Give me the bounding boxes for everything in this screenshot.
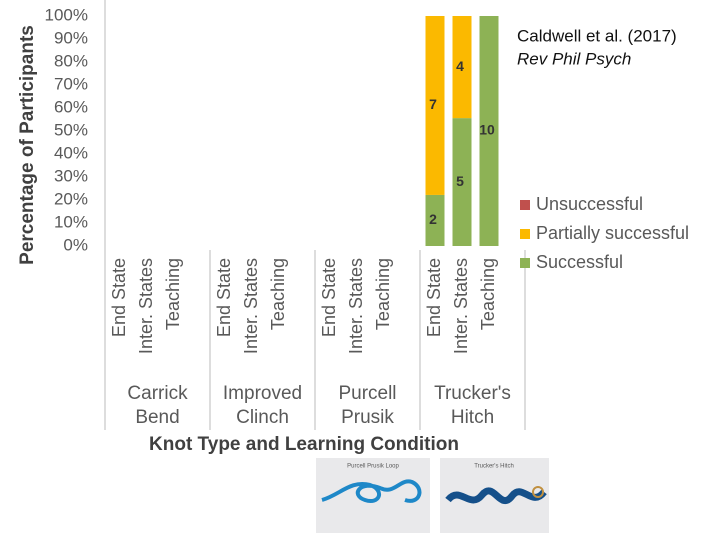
photo-caption: Purcell Prusik Loop	[347, 464, 399, 470]
legend-swatch	[520, 229, 530, 239]
x-tick-label: Teaching	[268, 258, 288, 330]
legend-label: Partially successful	[536, 223, 689, 243]
count-label: 10	[479, 122, 495, 138]
x-tick-label: Inter. States	[346, 258, 366, 354]
x-tick-label: End State	[214, 258, 234, 337]
count-label: 5	[456, 173, 464, 189]
bar-segment	[425, 194, 445, 246]
y-tick-label: 50%	[54, 120, 88, 139]
x-tick-label: End State	[424, 258, 444, 337]
bar-segment	[452, 118, 472, 246]
y-tick-label: 0%	[63, 235, 88, 254]
y-axis-label: Percentage of Participants	[17, 25, 38, 265]
y-tick-label: 80%	[54, 51, 88, 70]
x-tick-label: Teaching	[373, 258, 393, 330]
knot-photo	[316, 458, 549, 533]
count-label: 7	[429, 96, 437, 112]
annotation: Rev Phil Psych	[517, 49, 631, 68]
group-label: Carrick	[127, 383, 188, 404]
count-label: 2	[429, 211, 437, 227]
legend-swatch	[520, 258, 530, 268]
photo-caption: Trucker's Hitch	[474, 464, 514, 470]
x-tick-label: Teaching	[163, 258, 183, 330]
legend-label: Successful	[536, 252, 623, 272]
bar-segment	[425, 16, 445, 195]
y-tick-label: 70%	[54, 74, 88, 93]
group-label: Clinch	[236, 407, 289, 428]
x-tick-label: Teaching	[478, 258, 498, 330]
count-label: 4	[456, 58, 464, 74]
legend-label: Unsuccessful	[536, 194, 643, 214]
y-tick-label: 20%	[54, 189, 88, 208]
group-label: Purcell	[338, 383, 396, 404]
bar-segment	[452, 16, 472, 119]
annotation: Caldwell et al. (2017)	[517, 26, 677, 45]
x-tick-label: Inter. States	[451, 258, 471, 354]
y-tick-label: 10%	[54, 212, 88, 231]
x-tick-label: Inter. States	[136, 258, 156, 354]
x-tick-label: Inter. States	[241, 258, 261, 354]
legend-swatch	[520, 200, 530, 210]
x-tick-label: End State	[319, 258, 339, 337]
y-tick-label: 30%	[54, 166, 88, 185]
x-axis-label: Knot Type and Learning Condition	[149, 434, 459, 455]
group-label: Hitch	[451, 407, 494, 428]
y-tick-label: 40%	[54, 143, 88, 162]
group-label: Prusik	[341, 407, 394, 428]
y-tick-label: 100%	[45, 5, 88, 24]
group-label: Bend	[135, 407, 179, 428]
x-tick-label: End State	[109, 258, 129, 337]
y-tick-label: 60%	[54, 97, 88, 116]
group-label: Improved	[223, 383, 302, 404]
group-label: Trucker's	[434, 383, 511, 404]
bar-segment	[479, 16, 499, 246]
y-tick-label: 90%	[54, 28, 88, 47]
